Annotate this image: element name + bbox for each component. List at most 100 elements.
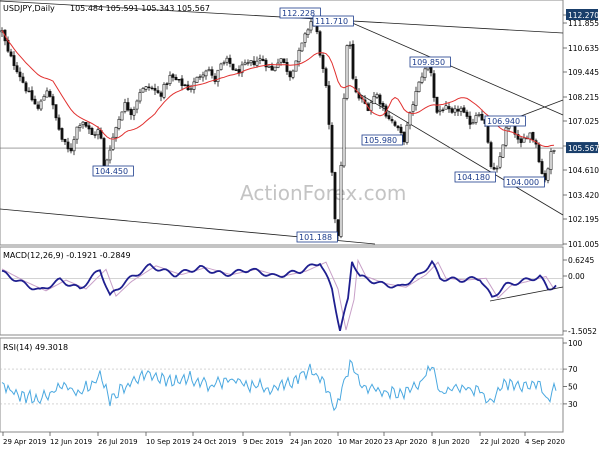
candle-body bbox=[258, 58, 262, 61]
price-annotation: 104.180 bbox=[457, 173, 490, 182]
candle-body bbox=[195, 76, 199, 83]
candle-body bbox=[159, 92, 163, 97]
y-tick-label: 111.855 bbox=[568, 19, 599, 28]
candle-body bbox=[96, 129, 100, 136]
x-tick-label: 9 Dec 2019 bbox=[243, 438, 283, 446]
current-price-label: 105.567 bbox=[568, 144, 599, 153]
candle-body bbox=[459, 107, 463, 112]
candle-body bbox=[348, 44, 352, 47]
candle-body bbox=[411, 104, 415, 112]
price-annotation-box bbox=[409, 56, 451, 68]
candle-body bbox=[39, 100, 43, 110]
symbol-label: USDJPY,Daily bbox=[3, 4, 55, 13]
x-tick-label: 22 Jul 2020 bbox=[480, 438, 520, 446]
price-annotation: 111.710 bbox=[315, 17, 348, 26]
price-annotation: 101.188 bbox=[299, 233, 332, 242]
candle-body bbox=[273, 66, 277, 71]
candle-body bbox=[45, 90, 49, 98]
candle-body bbox=[21, 76, 25, 83]
candle-body bbox=[24, 82, 28, 92]
y-tick-label: 104.610 bbox=[568, 166, 599, 175]
price-annotation: 109.850 bbox=[412, 58, 445, 67]
candle-body bbox=[9, 51, 13, 57]
y-tick-label: 109.445 bbox=[568, 68, 599, 77]
candle-body bbox=[450, 108, 454, 113]
candle-body bbox=[36, 104, 40, 109]
candle-body bbox=[171, 74, 175, 78]
x-tick-label: 23 Apr 2020 bbox=[384, 438, 427, 446]
candle-body bbox=[471, 122, 475, 125]
candle-body bbox=[417, 81, 421, 92]
candle-body bbox=[255, 60, 259, 66]
x-tick-label: 29 Apr 2019 bbox=[3, 438, 46, 446]
candle-body bbox=[495, 167, 499, 170]
candle-body bbox=[231, 63, 235, 71]
y-tick-label: 108.215 bbox=[568, 93, 599, 102]
candle-body bbox=[33, 98, 37, 105]
candle-body bbox=[102, 138, 106, 170]
candle-body bbox=[126, 102, 130, 111]
candles bbox=[0, 11, 556, 240]
price-annotation-box bbox=[361, 134, 403, 146]
candle-body bbox=[480, 113, 484, 121]
candle-body bbox=[120, 111, 124, 121]
candle-body bbox=[168, 75, 172, 84]
candle-body bbox=[423, 68, 427, 78]
candle-body bbox=[303, 33, 307, 43]
price-annotation: 104.450 bbox=[95, 167, 128, 176]
candle-body bbox=[438, 109, 442, 112]
macd-tick-label: 0.6245 bbox=[568, 256, 594, 265]
candle-body bbox=[222, 62, 226, 64]
candle-body bbox=[387, 115, 391, 120]
candle-body bbox=[180, 78, 184, 86]
candle-body bbox=[183, 84, 187, 87]
candle-body bbox=[276, 62, 280, 68]
candle-body bbox=[522, 137, 526, 143]
candle-body bbox=[108, 149, 112, 161]
candle-body bbox=[399, 126, 403, 133]
candle-body bbox=[15, 65, 19, 73]
candle-body bbox=[30, 90, 34, 101]
candle-body bbox=[48, 91, 52, 97]
candle-body bbox=[210, 69, 214, 76]
candle-body bbox=[51, 96, 55, 106]
candle-body bbox=[306, 29, 310, 35]
candle-body bbox=[189, 88, 193, 90]
trend-line bbox=[357, 92, 564, 216]
top-price-tag bbox=[566, 9, 598, 20]
candle-body bbox=[549, 151, 553, 170]
price-annotation-box bbox=[312, 15, 354, 27]
candle-body bbox=[213, 75, 217, 82]
candle-body bbox=[285, 62, 289, 72]
candle-body bbox=[111, 136, 115, 150]
candle-body bbox=[27, 90, 31, 93]
macd-title: MACD(12,26,9) -0.1921 -0.2849 bbox=[3, 251, 131, 260]
candle-body bbox=[60, 128, 64, 140]
candle-body bbox=[153, 88, 157, 91]
candle-body bbox=[150, 87, 154, 90]
candle-body bbox=[408, 112, 412, 126]
candle-body bbox=[78, 125, 82, 128]
candle-body bbox=[402, 131, 406, 143]
candle-body bbox=[489, 142, 493, 167]
candle-body bbox=[279, 58, 283, 63]
candle-body bbox=[294, 60, 298, 72]
candle-body bbox=[63, 138, 67, 143]
candle-body bbox=[516, 134, 520, 140]
candle-body bbox=[72, 139, 76, 152]
rsi-line bbox=[1, 359, 557, 412]
price-annotation-box bbox=[503, 176, 545, 188]
rsi-tick-label: 100 bbox=[568, 339, 583, 348]
candle-body bbox=[519, 138, 523, 144]
price-panel bbox=[0, 0, 564, 246]
candle-body bbox=[162, 84, 166, 98]
candle-body bbox=[462, 107, 466, 113]
candle-body bbox=[114, 127, 118, 138]
candle-body bbox=[282, 58, 286, 64]
macd-line bbox=[1, 259, 557, 331]
candle-body bbox=[201, 74, 205, 78]
candle-body bbox=[501, 144, 505, 158]
candle-body bbox=[318, 31, 322, 56]
candle-body bbox=[552, 149, 556, 152]
price-annotation: 106.940 bbox=[487, 117, 520, 126]
